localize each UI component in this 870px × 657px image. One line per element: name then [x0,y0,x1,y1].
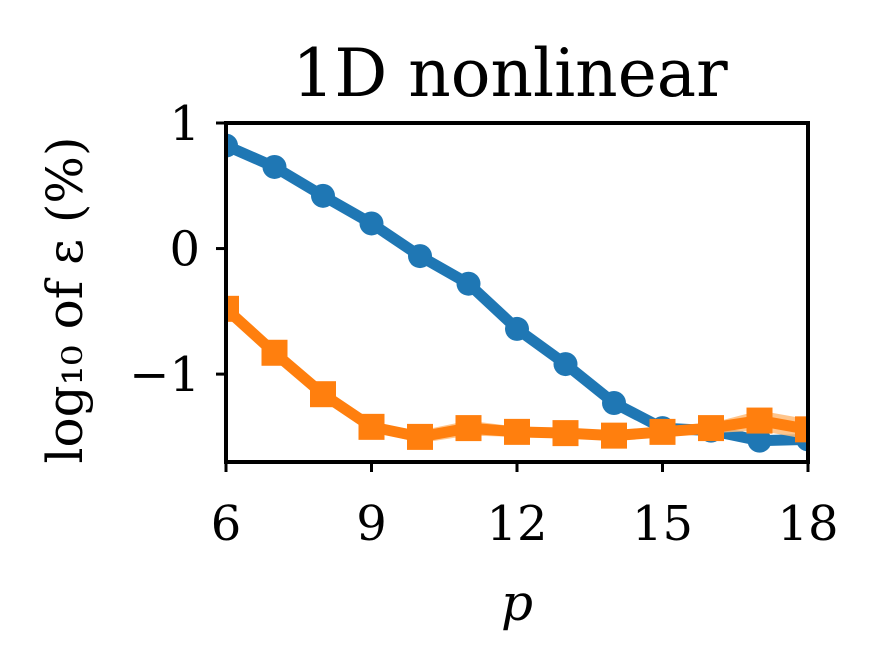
plot-frame [224,121,810,464]
series-2-point [358,413,385,440]
series-1-point [747,428,772,453]
series-1-point [456,271,481,296]
series-1-point [408,244,432,269]
series-2-point [504,418,530,445]
series-1-point [553,352,578,377]
x-tick-label: 12 [486,496,547,552]
series-1-point [359,211,384,236]
x-tick-label: 6 [211,496,242,552]
series-1-point [226,133,238,158]
series-2-point [552,420,579,447]
series-2-point [795,416,808,443]
chart-title: 1D nonlinear [292,35,728,112]
x-tick-label: 15 [632,496,693,552]
x-axis: 6 9 12 15 18 [211,462,839,552]
y-axis: 1 0 −1 [129,96,226,403]
x-tick-label: 18 [777,496,838,552]
series-2-point [746,407,773,434]
series-1-point [262,154,287,179]
series-2-point [601,422,627,449]
y-axis-label: log₁₀ of ε (%) [36,137,94,464]
series-2-point [261,339,288,366]
plot-area [226,133,808,453]
series-2-point [226,295,239,322]
y-tick-label: −1 [129,347,200,403]
y-tick-label: 0 [169,222,200,278]
series-1-point [602,390,626,415]
series-2-point [455,415,482,442]
x-axis-label: p [501,574,533,632]
series-2-point [310,381,336,408]
series-1-point [311,183,335,208]
y-tick-label: 1 [169,96,200,152]
x-tick-label: 9 [356,496,387,552]
series-2-point [698,415,724,442]
series-1-point [505,316,529,341]
series-2-point [649,418,676,445]
series-2-point [407,423,433,450]
